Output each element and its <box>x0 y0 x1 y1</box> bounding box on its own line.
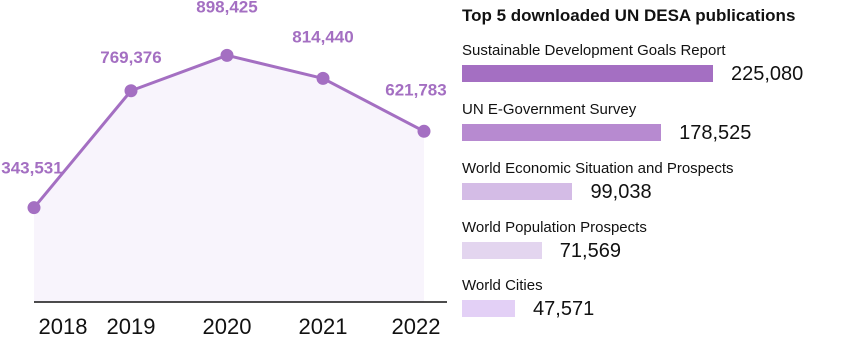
bar-item: Sustainable Development Goals Report 225,… <box>462 42 850 92</box>
data-point-2020 <box>220 48 234 62</box>
top-publications-panel: Top 5 downloaded UN DESA publications Su… <box>462 0 850 350</box>
bar-chart-title: Top 5 downloaded UN DESA publications <box>462 6 796 25</box>
bar-category-label: Sustainable Development Goals Report <box>462 42 726 59</box>
data-point-2021 <box>316 71 330 85</box>
data-point-2022 <box>417 124 431 138</box>
bar-item: UN E-Government Survey 178,525 <box>462 101 850 151</box>
bar <box>462 124 662 141</box>
bar-category-label: World Economic Situation and Prospects <box>462 160 734 177</box>
bar-value-label: 47,571 <box>533 298 595 320</box>
bar-category-label: World Cities <box>462 277 543 294</box>
bar-category-label: World Population Prospects <box>462 219 647 236</box>
bar <box>462 242 542 259</box>
bar <box>462 65 713 82</box>
x-tick-2018: 2018 <box>39 314 88 339</box>
bar-category-label: UN E-Government Survey <box>462 101 637 118</box>
data-label-2019: 769,376 <box>100 48 161 67</box>
bar-item: World Economic Situation and Prospects 99… <box>462 160 850 210</box>
data-label-2021: 814,440 <box>292 27 353 46</box>
bar-value-label: 99,038 <box>590 181 652 203</box>
x-tick-2019: 2019 <box>107 314 156 339</box>
data-label-2022: 621,783 <box>385 80 446 99</box>
bar-value-label: 71,569 <box>559 240 621 262</box>
x-tick-2021: 2021 <box>299 314 348 339</box>
bar-item: World Cities 47,571 <box>462 277 850 327</box>
bar-value-label: 178,525 <box>679 122 752 144</box>
data-label-2018: 343,531 <box>1 159 62 178</box>
downloads-line-chart: 343,531 769,376 898,425 814,440 621,783 2018… <box>1 0 447 339</box>
data-point-2019 <box>124 84 138 98</box>
bar <box>462 183 573 200</box>
bar-item: World Population Prospects 71,569 <box>462 219 850 269</box>
data-label-2020: 898,425 <box>196 0 257 16</box>
x-tick-2022: 2022 <box>392 314 441 339</box>
data-point-2018 <box>27 201 41 215</box>
x-tick-2020: 2020 <box>203 314 252 339</box>
bar <box>462 300 516 317</box>
area-fill <box>34 55 424 303</box>
bar-value-label: 225,080 <box>731 63 804 85</box>
